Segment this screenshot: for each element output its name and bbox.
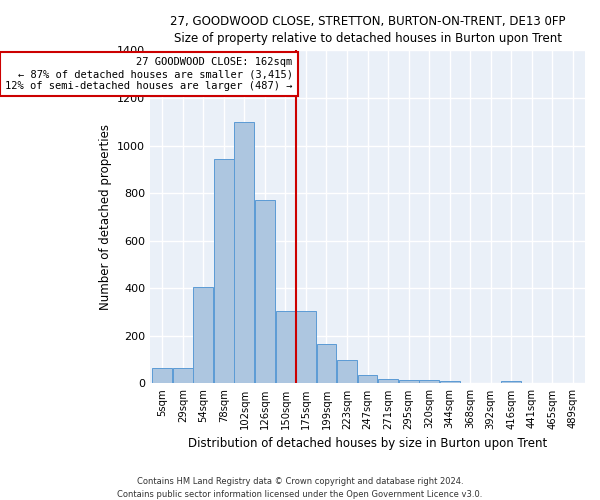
Bar <box>419 380 439 384</box>
Y-axis label: Number of detached properties: Number of detached properties <box>98 124 112 310</box>
Bar <box>173 368 193 384</box>
Bar <box>501 381 521 384</box>
X-axis label: Distribution of detached houses by size in Burton upon Trent: Distribution of detached houses by size … <box>188 437 547 450</box>
Bar <box>255 200 275 384</box>
Bar <box>337 360 357 384</box>
Bar <box>358 375 377 384</box>
Bar <box>440 381 460 384</box>
Bar <box>152 368 172 384</box>
Bar <box>317 344 337 384</box>
Bar <box>235 122 254 384</box>
Text: 27 GOODWOOD CLOSE: 162sqm
← 87% of detached houses are smaller (3,415)
12% of se: 27 GOODWOOD CLOSE: 162sqm ← 87% of detac… <box>5 58 293 90</box>
Text: Contains HM Land Registry data © Crown copyright and database right 2024.
Contai: Contains HM Land Registry data © Crown c… <box>118 478 482 499</box>
Bar <box>214 158 234 384</box>
Bar <box>378 378 398 384</box>
Title: 27, GOODWOOD CLOSE, STRETTON, BURTON-ON-TRENT, DE13 0FP
Size of property relativ: 27, GOODWOOD CLOSE, STRETTON, BURTON-ON-… <box>170 15 565 45</box>
Bar <box>275 311 295 384</box>
Bar <box>193 287 214 384</box>
Bar <box>398 380 419 384</box>
Bar <box>296 311 316 384</box>
